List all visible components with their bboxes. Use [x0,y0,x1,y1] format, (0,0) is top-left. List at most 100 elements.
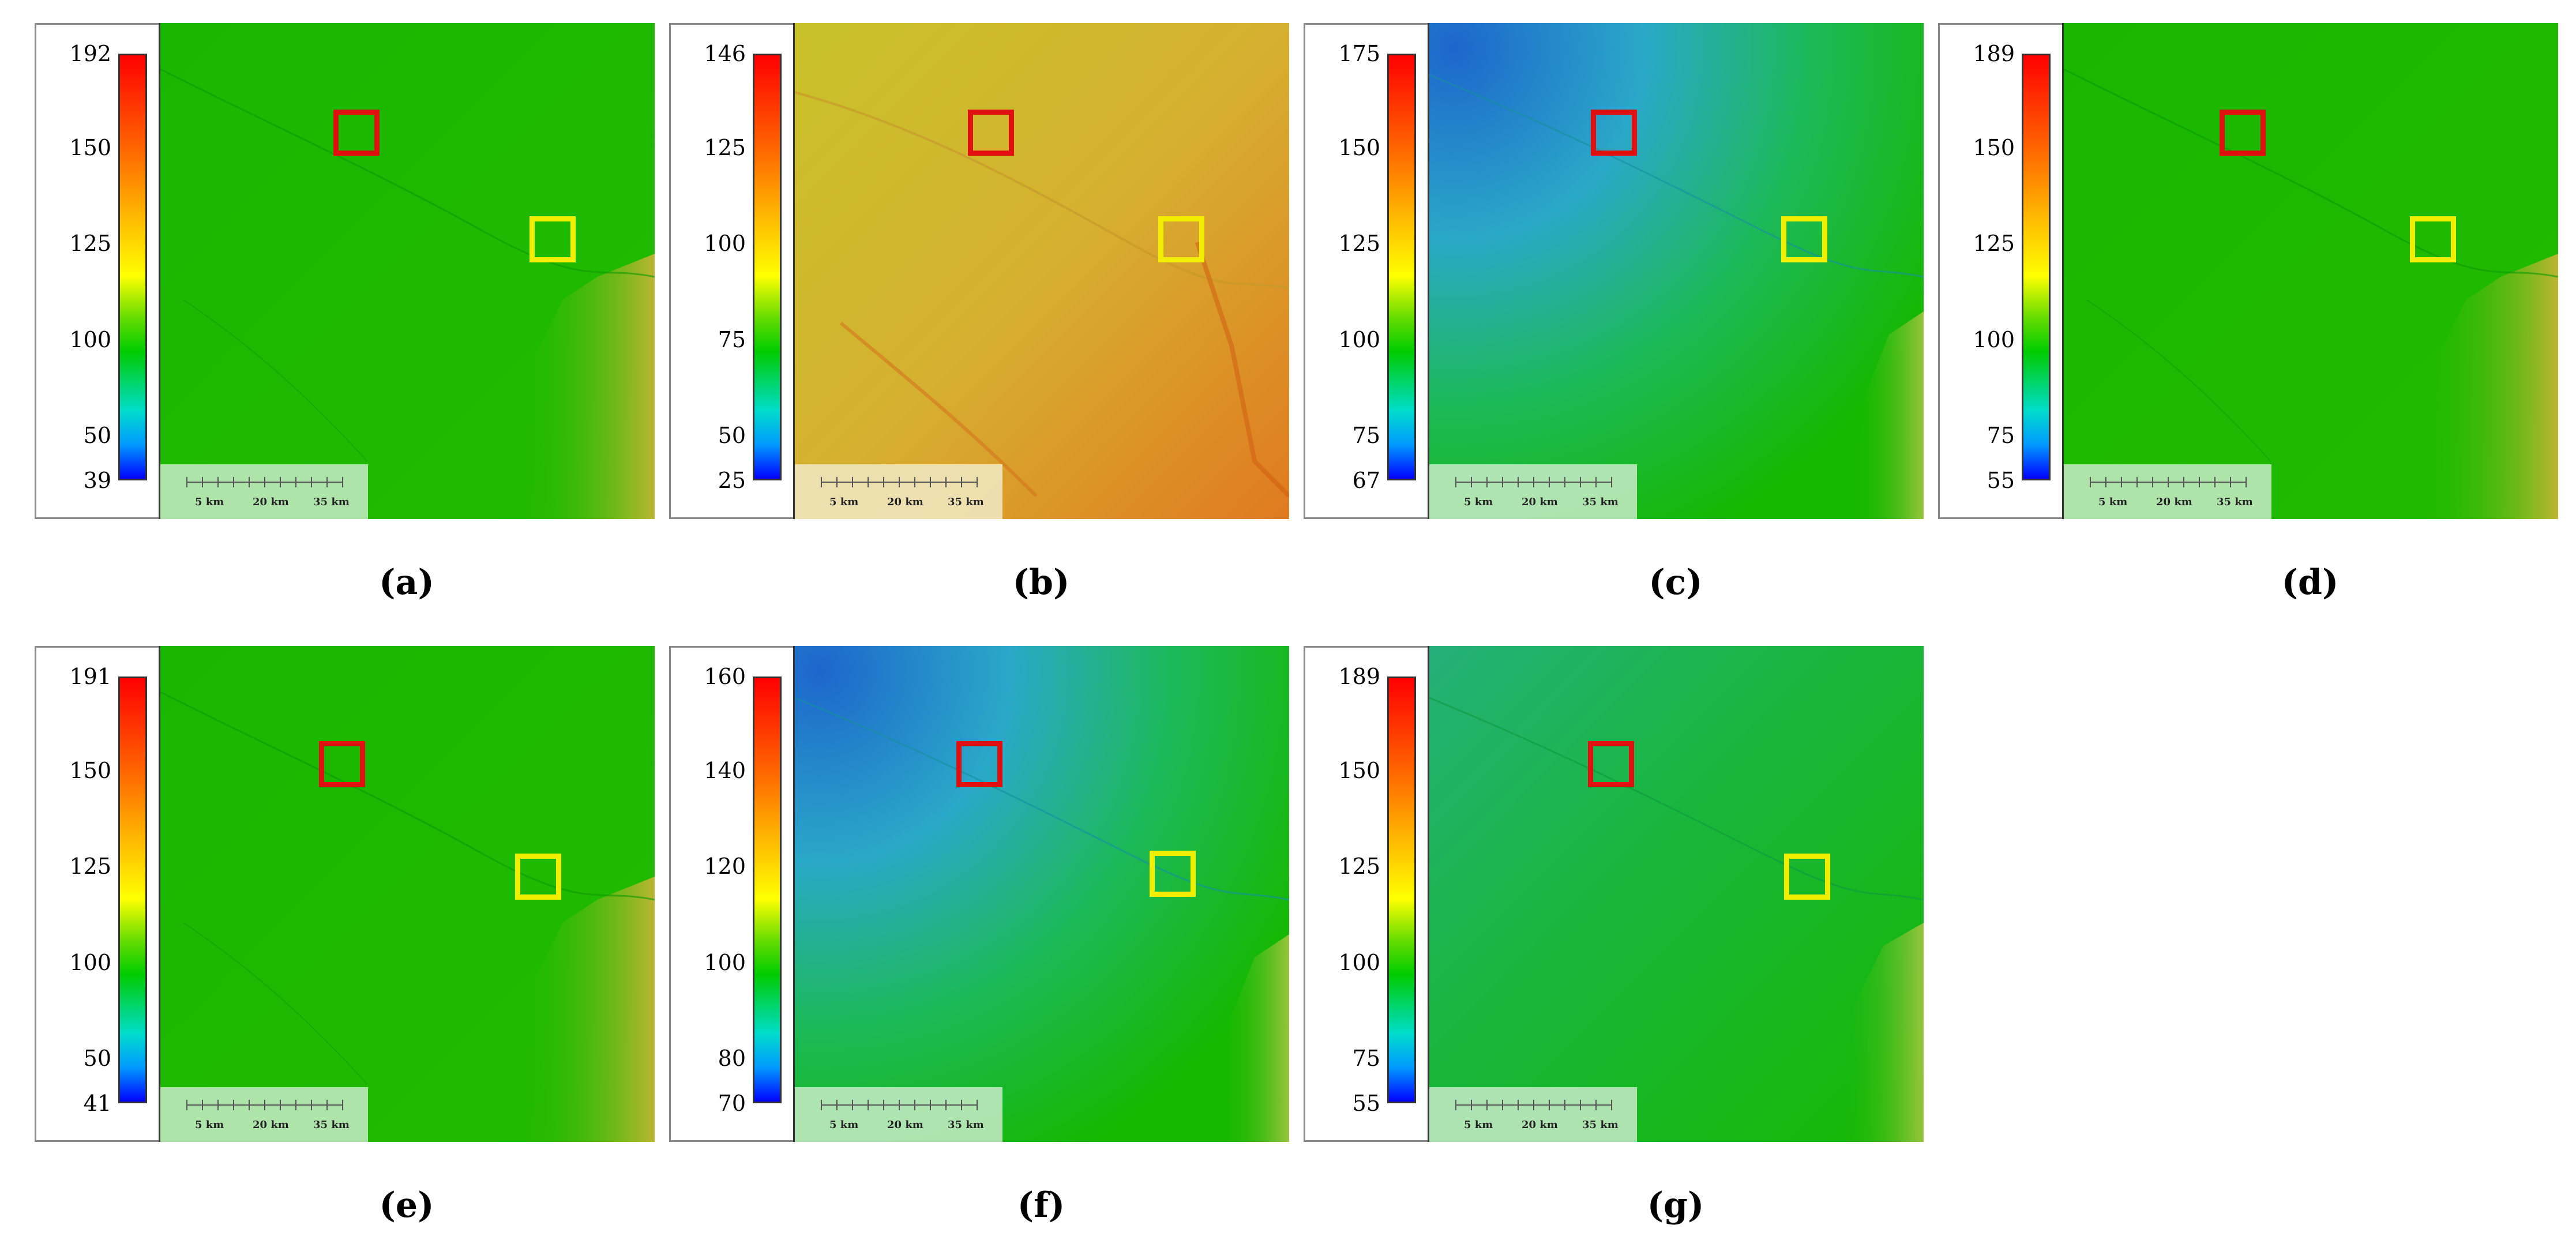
roi-box-yellow [530,216,576,262]
legend-tick-label: 100 [704,231,746,257]
scale-bar-tick [311,477,312,487]
legend-tick-label: 41 [83,1091,111,1116]
map-view: 5 km 20 km 35 km [159,23,655,519]
panel-caption: (d) [2281,562,2339,603]
map-image [2064,23,2558,519]
panel-caption: (a) [379,562,434,603]
colorbar [753,677,782,1103]
legend-tick-label: 150 [69,757,111,783]
scale-bar-tick [930,477,931,487]
map-view: 5 km 20 km 35 km [793,23,1289,519]
legend-tick-label: 75 [1987,423,2015,449]
scale-bar-tick [945,477,947,487]
scale-bar-tick [930,1100,931,1110]
scale-bar-tick [249,477,250,487]
legend-tick-label: 125 [69,231,111,257]
legend-tick-label: 70 [718,1091,746,1116]
scale-bar-tick [1611,477,1612,487]
scale-bar-tick [977,477,978,487]
scale-bar-tick [2136,477,2138,487]
roi-box-yellow [1781,216,1827,262]
roi-box-red [968,110,1014,156]
panel-caption: (g) [1647,1185,1704,1226]
roi-box-red [2220,110,2266,156]
scale-bar-tick [280,1100,281,1110]
scale-bar-label: 35 km [313,1119,350,1131]
scale-bar-tick [1471,1100,1472,1110]
scale-bar-label: 5 km [2098,496,2128,508]
map-image [1429,646,1924,1142]
legend: 175 150 125 100 75 67 [1304,23,1428,519]
scale-bar-label: 35 km [313,496,350,508]
legend-tick-label: 150 [69,134,111,160]
map-image [1429,23,1924,519]
scale-bar-tick [217,477,219,487]
scale-bar-tick [264,477,265,487]
scale-bar-tick [961,477,962,487]
map-image [160,23,655,519]
legend-tick-label: 67 [1352,468,1380,493]
scale-bar-tick [977,1100,978,1110]
scale-bar-tick [961,1100,962,1110]
roi-box-yellow [1150,851,1196,897]
legend-tick-label: 192 [69,41,111,66]
legend-tick-label: 39 [83,468,111,493]
scale-bar-tick [295,477,296,487]
legend: 146 125 100 75 50 25 [669,23,793,519]
scale-bar-label: 5 km [1464,1119,1493,1131]
scale-bar-tick [868,477,869,487]
scale-bar-tick [1595,1100,1597,1110]
scale-bar-tick [2230,477,2231,487]
scale-bar-tick [217,1100,219,1110]
roi-box-yellow [2410,216,2456,262]
map-view: 5 km 20 km 35 km [2062,23,2558,519]
legend-tick-label: 100 [1338,326,1380,352]
scale-bar-tick [899,1100,900,1110]
legend-tick-label: 75 [1352,423,1380,449]
legend-tick-label: 80 [718,1046,746,1072]
legend-tick-label: 146 [704,41,746,66]
roi-box-red [1591,110,1637,156]
scale-bar: 5 km 20 km 35 km [160,1087,368,1142]
scale-bar: 5 km 20 km 35 km [1429,1087,1637,1142]
legend: 189 150 125 100 75 55 [1304,646,1428,1142]
scale-bar-label: 35 km [1582,1119,1619,1131]
scale-bar-label: 20 km [887,1119,923,1131]
map-view: 5 km 20 km 35 km [159,646,655,1142]
scale-bar-tick [1595,477,1597,487]
scale-bar-tick [326,1100,328,1110]
colorbar [753,54,782,480]
scale-bar-tick [1611,1100,1612,1110]
legend-tick-label: 140 [704,757,746,783]
scale-bar-label: 5 km [829,496,859,508]
panel-b: 146 125 100 75 50 25 5 km 20 km 35 km (b) [669,23,1298,623]
scale-bar-tick [836,1100,838,1110]
legend: 192 150 125 100 50 39 [35,23,159,519]
colorbar [118,54,147,480]
scale-bar-label: 20 km [887,496,923,508]
scale-bar-tick [1455,477,1456,487]
legend-tick-label: 100 [69,326,111,352]
scale-bar-tick [249,1100,250,1110]
scale-bar-tick [914,1100,915,1110]
scale-bar-tick [2090,477,2091,487]
scale-bar: 5 km 20 km 35 km [2064,464,2271,519]
scale-bar-tick [883,1100,884,1110]
legend: 160 140 120 100 80 70 [669,646,793,1142]
scale-bar-tick [883,477,884,487]
legend-tick-label: 150 [1338,757,1380,783]
scale-bar-tick [1533,477,1534,487]
map-view: 5 km 20 km 35 km [1428,646,1924,1142]
legend-tick-label: 100 [1973,326,2015,352]
scale-bar-tick [186,477,187,487]
panel-caption: (e) [379,1185,434,1226]
scale-bar-tick [202,477,203,487]
scale-bar-tick [1564,1100,1565,1110]
scale-bar-tick [1455,1100,1456,1110]
colorbar [1387,677,1416,1103]
legend-tick-label: 189 [1338,664,1380,689]
scale-bar-label: 20 km [253,1119,289,1131]
legend-tick-label: 55 [1352,1091,1380,1116]
legend-tick-label: 125 [1338,854,1380,880]
legend-tick-label: 75 [718,326,746,352]
